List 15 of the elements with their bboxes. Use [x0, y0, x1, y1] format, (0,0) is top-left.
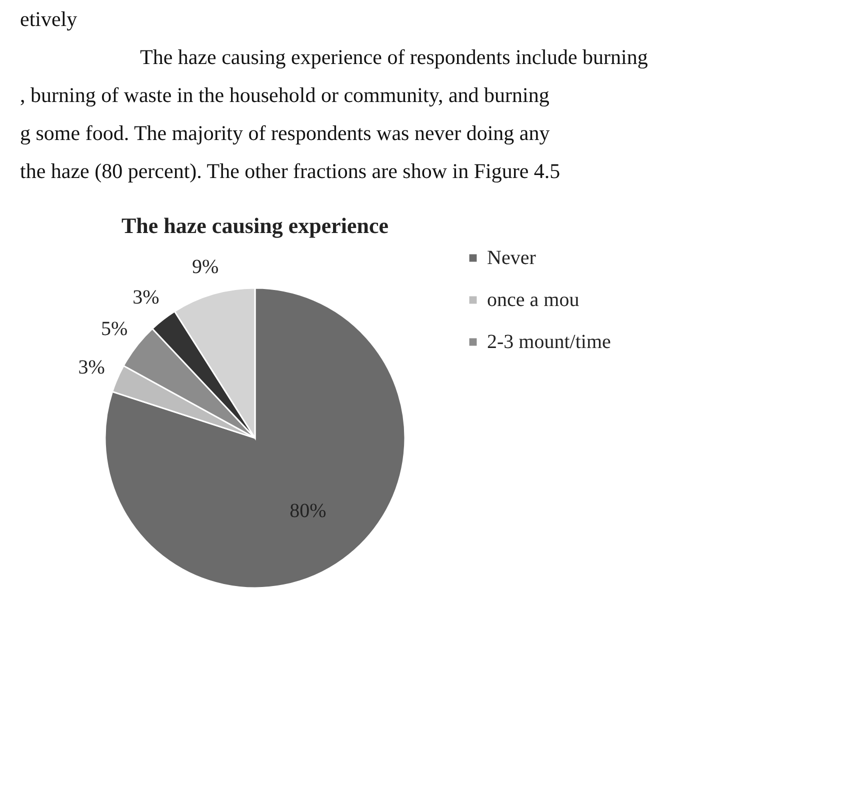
- text: g some food. The majority of respondents was never doing any: [20, 120, 551, 147]
- chart-title: The haze causing experience: [121, 213, 389, 238]
- data-label: 5%: [101, 318, 128, 340]
- data-label: 80%: [290, 500, 326, 522]
- text: The haze causing experience of respondents include burning: [139, 44, 649, 71]
- legend-label: once a mou: [487, 289, 580, 311]
- legend-label: 2-3 mount/time: [487, 331, 611, 353]
- pie-slice: [104, 287, 406, 589]
- data-label: 3%: [78, 356, 105, 378]
- data-label: 3%: [132, 286, 160, 308]
- legend-label: Never: [487, 247, 536, 269]
- text: etively: [20, 6, 78, 33]
- text: the haze (80 percent). The other fractions are show in Figure 4.5: [20, 158, 562, 185]
- data-label: 9%: [192, 256, 219, 278]
- text: , burning of waste in the household or community, and burning: [20, 82, 550, 109]
